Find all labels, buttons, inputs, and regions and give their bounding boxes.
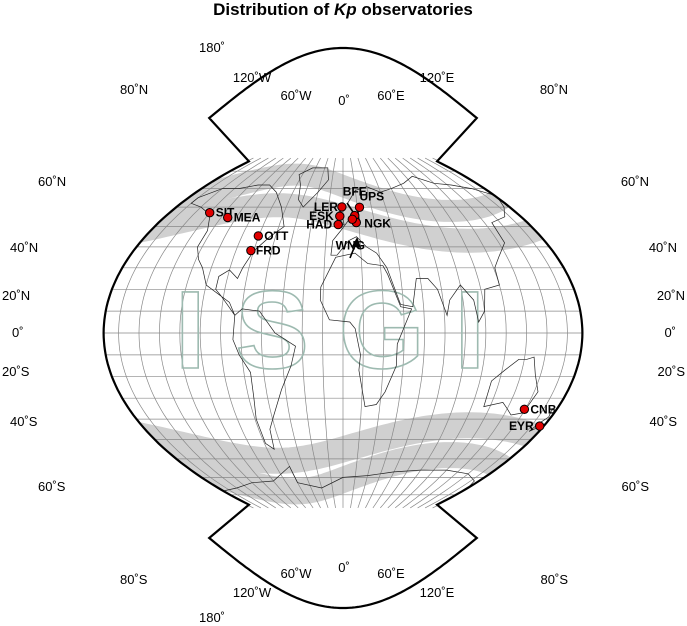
station-label: UPS: [360, 189, 385, 203]
lon-label-120e-bottom: 120˚E: [420, 585, 455, 600]
station-cnb[interactable]: CNB: [519, 402, 557, 416]
station-marker[interactable]: [335, 211, 345, 221]
station-marker[interactable]: [246, 245, 256, 256]
station-marker[interactable]: [333, 219, 343, 230]
isgi-watermark: ISGI: [175, 269, 515, 392]
lat-label-20n-left: 20˚N: [2, 288, 30, 303]
lat-label-80s-left: 80˚S: [120, 572, 148, 587]
station-eyr[interactable]: EYR: [509, 419, 545, 433]
lat-label-60s-left: 60˚S: [38, 479, 66, 494]
lon-label-0-top: 0˚: [338, 93, 350, 108]
lon-label-60e-bottom: 60˚E: [377, 566, 405, 581]
lat-label-80n-right: 80˚N: [540, 82, 568, 97]
station-wng[interactable]: WNG: [336, 214, 365, 252]
lat-label-20s-left: 20˚S: [2, 364, 30, 379]
station-marker[interactable]: [253, 231, 263, 241]
lat-label-40s-left: 40˚S: [10, 414, 38, 429]
lon-label-120w-top: 120˚W: [233, 70, 272, 85]
lon-label-180-top: 180˚: [199, 40, 225, 55]
station-ler[interactable]: LER: [314, 200, 347, 214]
station-ups[interactable]: UPS: [354, 189, 385, 213]
coastline-shape: [232, 308, 296, 450]
lat-label-60n-right: 60˚N: [621, 174, 649, 189]
lon-label-0-bottom: 0˚: [338, 560, 350, 575]
map-title: Distribution of Kp observatories: [213, 0, 473, 19]
coastline-shape: [483, 356, 539, 416]
station-label: LER: [314, 200, 338, 214]
lat-label-20n-right: 20˚N: [657, 288, 685, 303]
station-esk[interactable]: ESK: [309, 209, 345, 223]
lat-label-40n-right: 40˚N: [649, 240, 677, 255]
lat-label-0-right: 0˚: [664, 325, 676, 340]
lat-label-40n-left: 40˚N: [10, 240, 38, 255]
coastline-shape: [298, 167, 329, 208]
coastline-shape: [319, 252, 413, 408]
lon-label-60e-top: 60˚E: [377, 88, 405, 103]
station-label: OTT: [264, 229, 289, 243]
station-label: ESK: [309, 209, 334, 223]
station-frd[interactable]: FRD: [246, 244, 281, 258]
station-label: FRD: [256, 244, 281, 258]
lat-label-60s-right: 60˚S: [622, 479, 650, 494]
lat-label-40s-right: 40˚S: [650, 414, 678, 429]
station-label: BFE: [343, 185, 367, 199]
station-label: NGK: [364, 217, 391, 231]
station-marker[interactable]: [354, 202, 365, 213]
lon-label-120e-top: 120˚E: [420, 70, 455, 85]
graticule: [103, 157, 583, 509]
lat-label-80s-right: 80˚S: [541, 572, 569, 587]
lon-label-120w-bottom: 120˚W: [233, 585, 272, 600]
station-marker[interactable]: [347, 214, 357, 225]
station-label: WNG: [336, 238, 365, 252]
station-marker[interactable]: [223, 212, 233, 223]
station-marker[interactable]: [337, 202, 347, 212]
map-outline: [102, 46, 584, 610]
lon-label-180-bottom: 180˚: [199, 610, 225, 625]
station-had[interactable]: HAD: [306, 218, 343, 232]
station-label: CNB: [530, 402, 556, 416]
lon-label-60w-top: 60˚W: [280, 88, 312, 103]
station-marker[interactable]: [535, 421, 545, 431]
station-marker[interactable]: [205, 208, 215, 218]
coastlines: [190, 167, 556, 492]
coastline-shape: [221, 465, 475, 492]
lat-label-0-left: 0˚: [12, 325, 24, 340]
station-label: HAD: [306, 218, 332, 232]
lat-label-80n-left: 80˚N: [120, 82, 148, 97]
wng-arrowhead: [351, 237, 362, 248]
station-label: MEA: [234, 211, 261, 225]
lon-label-60w-bottom: 60˚W: [280, 566, 312, 581]
lat-label-60n-left: 60˚N: [38, 174, 66, 189]
station-marker[interactable]: [519, 404, 530, 414]
station-mea[interactable]: MEA: [223, 211, 261, 225]
station-ott[interactable]: OTT: [253, 229, 289, 243]
coastline-shape: [190, 184, 285, 316]
station-label: EYR: [509, 419, 534, 433]
coastline-shape: [330, 175, 506, 323]
lat-label-20s-right: 20˚S: [658, 364, 686, 379]
